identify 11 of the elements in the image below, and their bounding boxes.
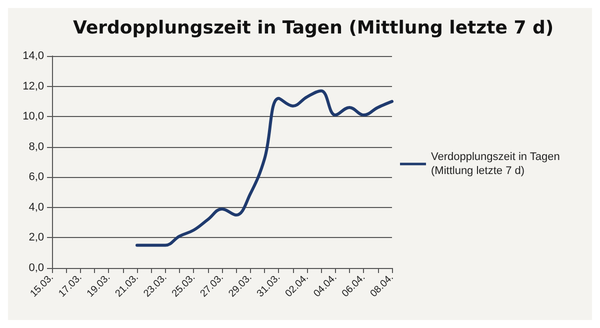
y-tick-label: 2,0 <box>28 232 44 244</box>
y-tick-label: 6,0 <box>28 171 44 184</box>
line-series <box>136 89 394 247</box>
chart-title: Verdopplungszeit in Tagen (Mittlung letzte 7 d) <box>73 18 554 38</box>
y-tick-label: 8,0 <box>28 140 44 153</box>
y-tick-label: 12,0 <box>22 80 44 92</box>
y-tick-label: 0,0 <box>28 262 44 274</box>
y-tick-label: 4,0 <box>28 201 44 214</box>
y-tick-label: 14,0 <box>22 50 44 62</box>
y-tick-label: 10,0 <box>22 110 44 123</box>
legend-label: Verdopplungszeit in Tagen (Mittlung letzte 7 d) <box>431 151 563 177</box>
